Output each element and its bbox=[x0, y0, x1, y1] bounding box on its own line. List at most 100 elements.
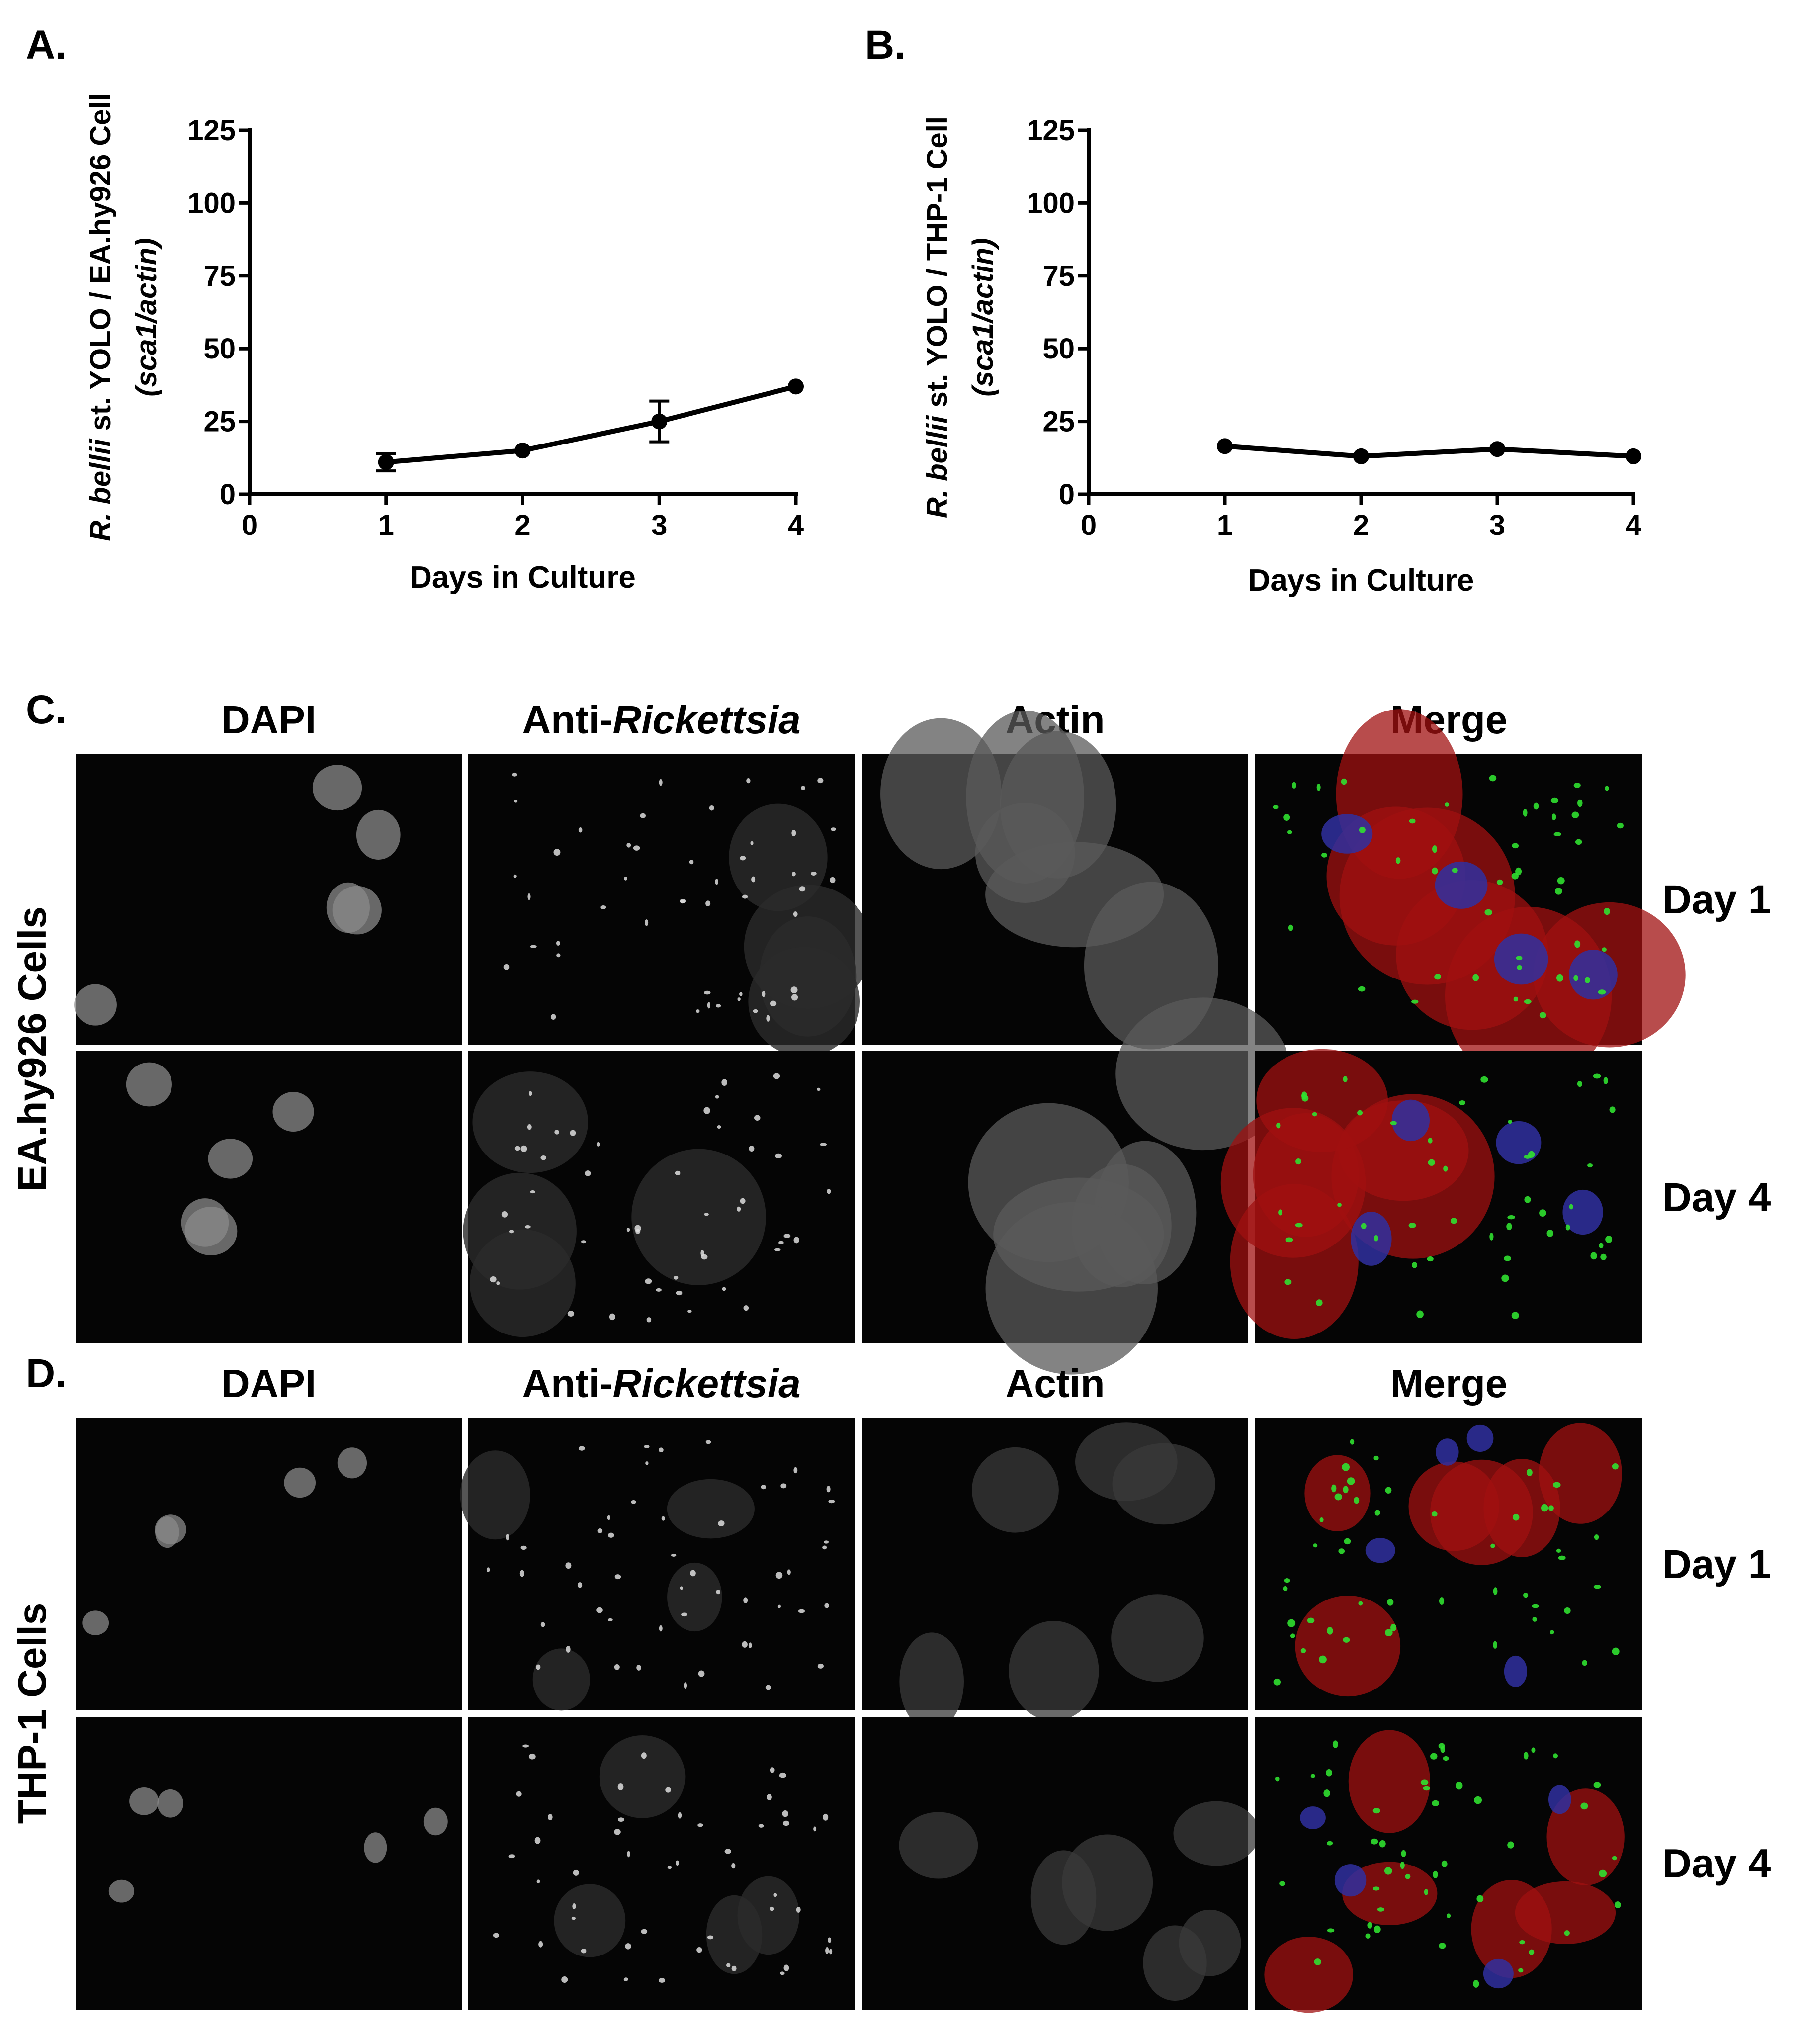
column-header: Anti-Rickettsia bbox=[522, 698, 800, 742]
cell bbox=[1290, 1633, 1295, 1638]
cell bbox=[1264, 1937, 1354, 2013]
cell bbox=[578, 827, 583, 833]
cell bbox=[899, 1632, 964, 1731]
cell bbox=[108, 1879, 135, 1903]
cell bbox=[644, 1445, 650, 1448]
cell bbox=[1327, 1928, 1335, 1933]
cell bbox=[1428, 1138, 1433, 1144]
cell bbox=[778, 1241, 784, 1245]
cell bbox=[624, 876, 627, 881]
cell bbox=[631, 1149, 766, 1285]
cell bbox=[627, 1851, 630, 1858]
data-point bbox=[514, 443, 531, 459]
cell bbox=[645, 919, 649, 926]
cell bbox=[600, 905, 606, 909]
cell bbox=[157, 1789, 184, 1818]
y-tick-label: 0 bbox=[220, 478, 236, 511]
cell bbox=[547, 1814, 553, 1820]
cell bbox=[671, 1553, 677, 1557]
cell bbox=[581, 1949, 587, 1954]
cell bbox=[486, 1567, 490, 1573]
cell bbox=[773, 1073, 780, 1079]
cell bbox=[1533, 802, 1539, 810]
micrograph bbox=[74, 754, 462, 1045]
cell bbox=[827, 1189, 831, 1194]
cell bbox=[1350, 1439, 1355, 1445]
cell bbox=[793, 1237, 799, 1244]
cell bbox=[1358, 986, 1366, 992]
cell bbox=[817, 1087, 821, 1091]
cell bbox=[1604, 908, 1610, 915]
cell bbox=[1411, 999, 1419, 1004]
cell bbox=[626, 1228, 630, 1232]
cell bbox=[811, 871, 817, 876]
cell bbox=[704, 1213, 709, 1216]
cell bbox=[1441, 1860, 1448, 1867]
cell bbox=[1423, 1786, 1430, 1791]
micrograph bbox=[1255, 1717, 1642, 2013]
cell bbox=[356, 809, 401, 860]
cell bbox=[1400, 1862, 1405, 1869]
cell bbox=[1295, 1223, 1303, 1228]
cell bbox=[1405, 1873, 1411, 1879]
cell bbox=[707, 1002, 711, 1009]
cell bbox=[1287, 1619, 1296, 1627]
cell bbox=[1573, 975, 1578, 981]
cell bbox=[1439, 1597, 1445, 1605]
cell bbox=[1546, 1788, 1625, 1885]
cell bbox=[1575, 839, 1582, 845]
cell bbox=[513, 874, 517, 878]
cell bbox=[536, 1879, 540, 1884]
cell bbox=[1432, 867, 1438, 875]
cell bbox=[751, 876, 756, 883]
x-tick-label: 1 bbox=[378, 509, 394, 541]
cell bbox=[1409, 818, 1416, 824]
cell bbox=[129, 1787, 159, 1815]
cell bbox=[633, 845, 640, 851]
cell bbox=[512, 772, 517, 777]
cell bbox=[556, 953, 561, 958]
cell bbox=[1524, 1196, 1531, 1203]
cell bbox=[777, 1604, 781, 1608]
data-point bbox=[651, 413, 668, 430]
cell bbox=[765, 1685, 771, 1690]
cell bbox=[1443, 1756, 1449, 1761]
x-tick-label: 3 bbox=[651, 509, 667, 541]
cell bbox=[1256, 1049, 1388, 1153]
cell bbox=[625, 1943, 631, 1950]
cell bbox=[1288, 924, 1293, 931]
cell bbox=[762, 991, 766, 997]
cell bbox=[1377, 1907, 1384, 1912]
cell bbox=[817, 778, 824, 784]
cell bbox=[1447, 1913, 1451, 1918]
cell bbox=[520, 1545, 527, 1550]
cell bbox=[1408, 1223, 1416, 1228]
cell bbox=[1476, 1895, 1484, 1903]
cell bbox=[1111, 1594, 1204, 1682]
cell bbox=[1452, 868, 1458, 873]
cell bbox=[780, 1971, 785, 1975]
cell bbox=[826, 1486, 831, 1493]
cell bbox=[472, 1071, 588, 1173]
cell bbox=[1295, 1158, 1301, 1165]
data-point bbox=[1626, 448, 1641, 464]
cell bbox=[673, 1276, 679, 1280]
cell bbox=[597, 1528, 603, 1534]
cell bbox=[585, 1170, 591, 1176]
cell bbox=[519, 1570, 525, 1577]
cell bbox=[1374, 1235, 1378, 1242]
text-span: Merge bbox=[1390, 1361, 1508, 1406]
cell bbox=[1587, 1163, 1593, 1168]
cell bbox=[553, 849, 561, 856]
cell bbox=[746, 778, 751, 784]
cell bbox=[1590, 1252, 1597, 1260]
cell bbox=[1483, 1958, 1514, 1989]
cell bbox=[614, 1829, 621, 1835]
cell bbox=[540, 1155, 547, 1160]
cell bbox=[1304, 1455, 1371, 1531]
cell bbox=[1574, 940, 1581, 948]
cell bbox=[614, 1664, 620, 1670]
cell bbox=[1496, 879, 1503, 885]
y-tick-label: 75 bbox=[203, 260, 236, 292]
cell bbox=[823, 1813, 829, 1821]
